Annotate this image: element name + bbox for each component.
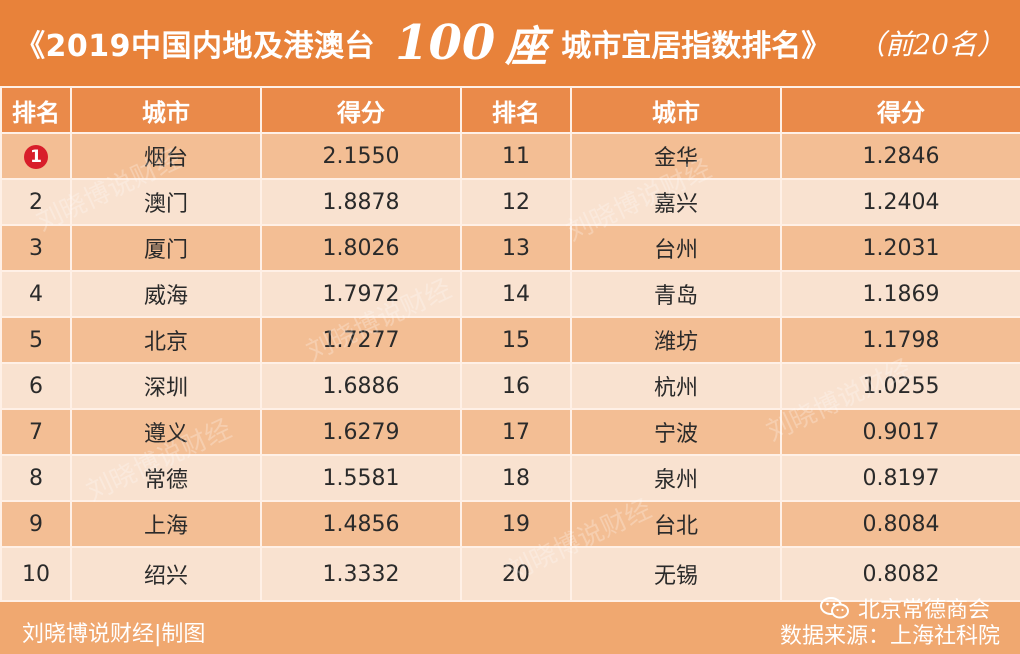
title-part2: 城市宜居指数排名》 xyxy=(561,29,832,64)
table-row: 9 上海 1.4856 19 台北 0.8084 xyxy=(0,500,1020,548)
score-cell: 1.0255 xyxy=(780,362,1020,410)
city-cell: 厦门 xyxy=(70,224,262,272)
title-100: 100 xyxy=(395,15,496,71)
wechat-icon xyxy=(819,597,849,619)
score-cell: 0.8082 xyxy=(780,546,1020,602)
score-cell: 2.1550 xyxy=(260,132,462,180)
title-banner: 《2019中国内地及港澳台 100 座 城市宜居指数排名》 （前20名） xyxy=(0,0,1020,86)
header-score: 得分 xyxy=(780,86,1020,134)
score-cell: 1.2846 xyxy=(780,132,1020,180)
table-row: 7 遵义 1.6279 17 宁波 0.9017 xyxy=(0,408,1020,456)
table-row: 5 北京 1.7277 15 潍坊 1.1798 xyxy=(0,316,1020,364)
city-cell: 遵义 xyxy=(70,408,262,456)
city-cell: 上海 xyxy=(70,500,262,548)
city-cell: 青岛 xyxy=(570,270,782,318)
title-part3: （前20名） xyxy=(857,28,1005,61)
header-score: 得分 xyxy=(260,86,462,134)
maker-credit: 刘晓博说财经|制图 xyxy=(22,622,206,647)
city-cell: 无锡 xyxy=(570,546,782,602)
city-cell: 泉州 xyxy=(570,454,782,502)
rank-1-badge: 1 xyxy=(24,145,48,169)
ranking-table: 排名 城市 得分 排名 城市 得分 1 烟台 2.1550 11 金华 1.28… xyxy=(0,86,1020,602)
score-cell: 1.8878 xyxy=(260,178,462,226)
data-source: 数据来源：上海社科院 xyxy=(779,624,1000,649)
title-part1: 《2019中国内地及港澳台 xyxy=(15,29,376,64)
score-cell: 1.2404 xyxy=(780,178,1020,226)
score-cell: 0.8197 xyxy=(780,454,1020,502)
rank-cell: 11 xyxy=(460,132,572,180)
city-cell: 台州 xyxy=(570,224,782,272)
score-cell: 1.7277 xyxy=(260,316,462,364)
city-cell: 杭州 xyxy=(570,362,782,410)
score-cell: 1.1869 xyxy=(780,270,1020,318)
rank-cell: 2 xyxy=(0,178,72,226)
header-city: 城市 xyxy=(70,86,262,134)
header-city: 城市 xyxy=(570,86,782,134)
table-row: 8 常德 1.5581 18 泉州 0.8197 xyxy=(0,454,1020,502)
rank-cell: 17 xyxy=(460,408,572,456)
rank-cell: 13 xyxy=(460,224,572,272)
rank-cell: 18 xyxy=(460,454,572,502)
table-row: 10 绍兴 1.3332 20 无锡 0.8082 xyxy=(0,546,1020,602)
rank-cell: 10 xyxy=(0,546,72,602)
wechat-account-name: 北京常德商会 xyxy=(857,598,990,623)
rank-cell: 20 xyxy=(460,546,572,602)
score-cell: 1.7972 xyxy=(260,270,462,318)
rank-cell: 15 xyxy=(460,316,572,364)
rank-cell: 7 xyxy=(0,408,72,456)
header-rank: 排名 xyxy=(0,86,72,134)
rank-cell: 6 xyxy=(0,362,72,410)
score-cell: 1.1798 xyxy=(780,316,1020,364)
wechat-account: 北京常德商会 xyxy=(819,592,990,624)
city-cell: 台北 xyxy=(570,500,782,548)
city-cell: 嘉兴 xyxy=(570,178,782,226)
footer: 刘晓博说财经|制图 数据来源：上海社科院 xyxy=(0,606,1020,654)
rank-cell: 9 xyxy=(0,500,72,548)
city-cell: 宁波 xyxy=(570,408,782,456)
rank-cell: 1 xyxy=(0,132,72,180)
rank-cell: 3 xyxy=(0,224,72,272)
city-cell: 北京 xyxy=(70,316,262,364)
city-cell: 金华 xyxy=(570,132,782,180)
city-cell: 深圳 xyxy=(70,362,262,410)
rank-cell: 14 xyxy=(460,270,572,318)
table-header-row: 排名 城市 得分 排名 城市 得分 xyxy=(0,86,1020,134)
score-cell: 1.8026 xyxy=(260,224,462,272)
table-row: 3 厦门 1.8026 13 台州 1.2031 xyxy=(0,224,1020,272)
city-cell: 威海 xyxy=(70,270,262,318)
score-cell: 0.8084 xyxy=(780,500,1020,548)
score-cell: 1.6279 xyxy=(260,408,462,456)
score-cell: 1.6886 xyxy=(260,362,462,410)
city-cell: 澳门 xyxy=(70,178,262,226)
rank-cell: 8 xyxy=(0,454,72,502)
rank-cell: 16 xyxy=(460,362,572,410)
header-rank: 排名 xyxy=(460,86,572,134)
score-cell: 1.4856 xyxy=(260,500,462,548)
city-cell: 绍兴 xyxy=(70,546,262,602)
table-row: 6 深圳 1.6886 16 杭州 1.0255 xyxy=(0,362,1020,410)
rank-cell: 19 xyxy=(460,500,572,548)
rank-cell: 4 xyxy=(0,270,72,318)
table-row: 4 威海 1.7972 14 青岛 1.1869 xyxy=(0,270,1020,318)
score-cell: 1.2031 xyxy=(780,224,1020,272)
rank-cell: 5 xyxy=(0,316,72,364)
score-cell: 1.3332 xyxy=(260,546,462,602)
city-cell: 潍坊 xyxy=(570,316,782,364)
score-cell: 1.5581 xyxy=(260,454,462,502)
table-row: 1 烟台 2.1550 11 金华 1.2846 xyxy=(0,132,1020,180)
rank-cell: 12 xyxy=(460,178,572,226)
score-cell: 0.9017 xyxy=(780,408,1020,456)
title-zuo: 座 xyxy=(505,21,548,71)
table-row: 2 澳门 1.8878 12 嘉兴 1.2404 xyxy=(0,178,1020,226)
city-cell: 常德 xyxy=(70,454,262,502)
city-cell: 烟台 xyxy=(70,132,262,180)
